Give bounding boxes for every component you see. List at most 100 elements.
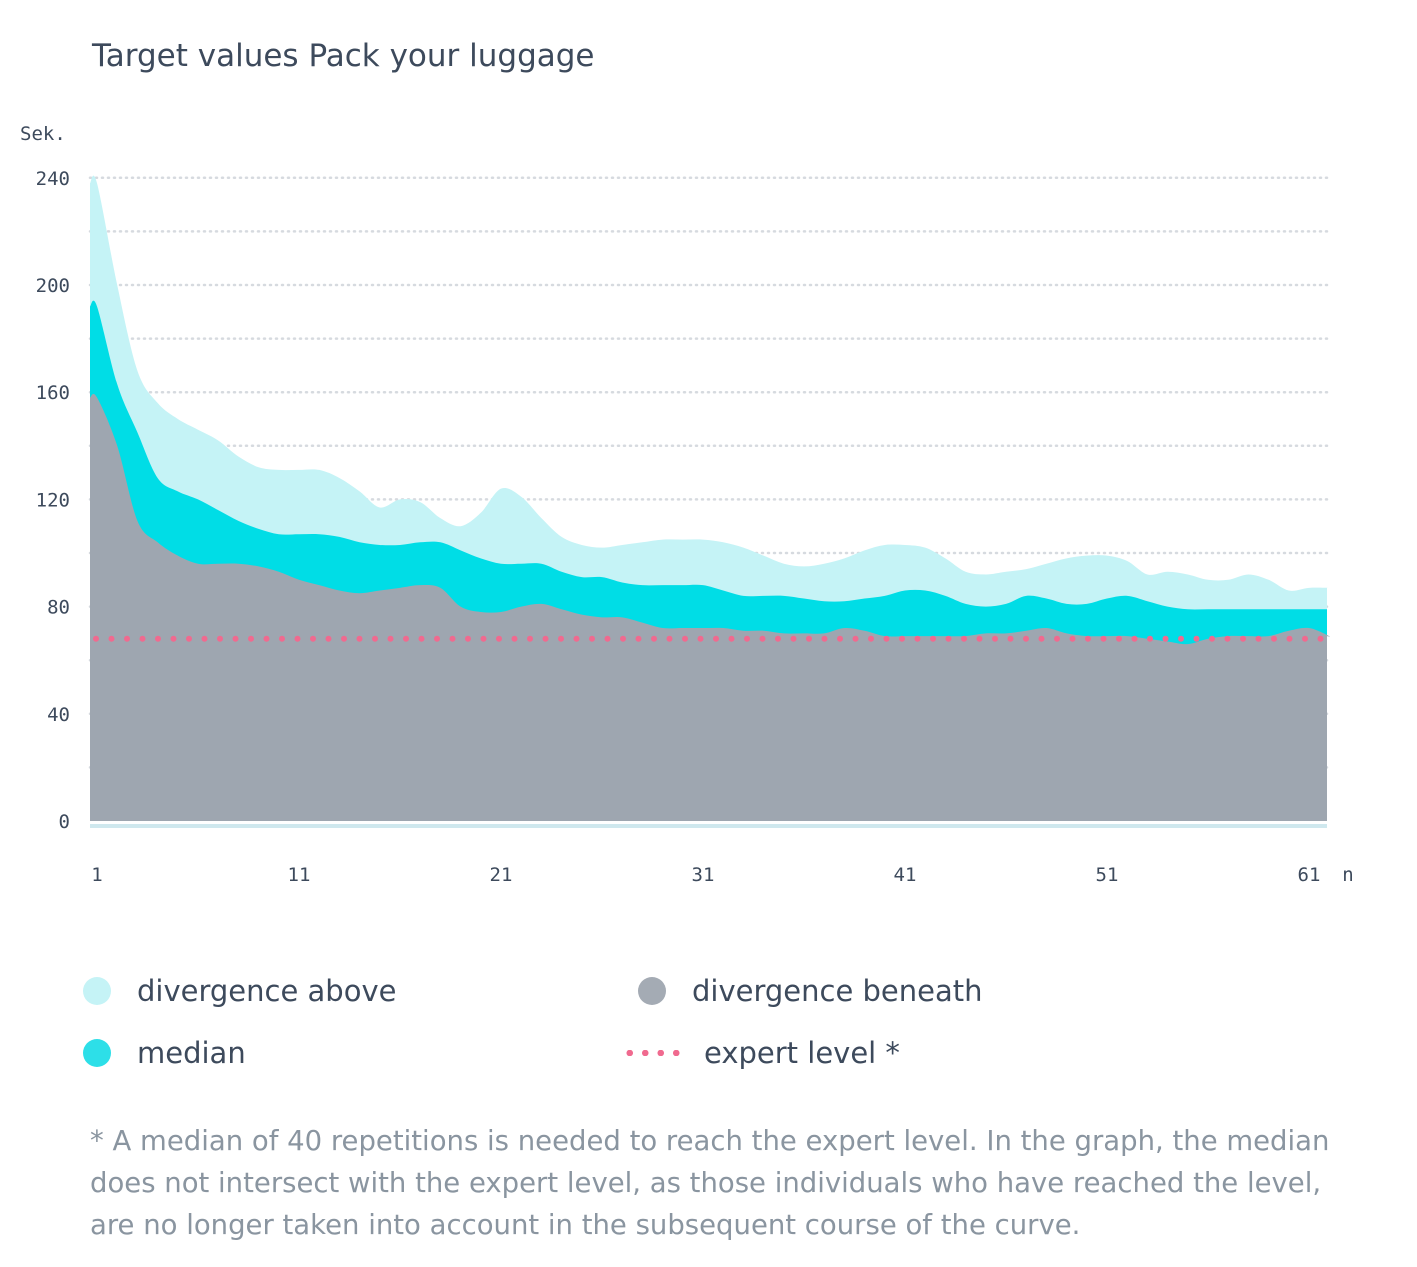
y-tick-label: 160	[36, 382, 70, 404]
expert-level-dot	[775, 635, 781, 642]
legend-label: median	[137, 1036, 246, 1070]
expert-level-dot	[434, 635, 440, 642]
expert-level-dot	[1255, 635, 1262, 642]
expert-level-dot	[651, 635, 657, 642]
expert-level-dot	[1023, 635, 1029, 642]
expert-level-dot	[1085, 635, 1091, 642]
expert-level-dot	[1240, 635, 1246, 642]
expert-level-dot	[1178, 635, 1184, 642]
y-tick-label: 40	[47, 704, 70, 726]
x-tick-label: 1	[91, 864, 102, 886]
expert-level-dot	[573, 635, 580, 642]
expert-level-dot	[961, 635, 967, 642]
x-tick-label: 31	[692, 864, 715, 886]
expert-level-dot	[279, 635, 285, 642]
expert-level-dot	[217, 635, 223, 642]
footnote: * A median of 40 repetitions is needed t…	[90, 1125, 1330, 1241]
x-tick-label: 21	[490, 864, 513, 886]
x-tick-label: 51	[1096, 864, 1119, 886]
expert-level-dot	[1131, 635, 1138, 642]
expert-level-dot	[418, 635, 425, 642]
expert-level-dot	[883, 635, 890, 642]
expert-level-dot	[604, 635, 611, 642]
y-tick-label: 240	[36, 168, 70, 190]
y-tick-label: 0	[59, 811, 70, 833]
expert-level-dot	[790, 635, 797, 642]
expert-level-dot	[1054, 635, 1060, 642]
expert-level-dot	[465, 635, 471, 642]
expert-level-dot	[1286, 635, 1293, 642]
expert-level-dot	[496, 635, 502, 642]
y-tick-label: 200	[36, 275, 70, 297]
expert-level-dot	[341, 635, 347, 642]
expert-level-dot	[1100, 635, 1107, 642]
expert-level-dot	[232, 635, 239, 642]
expert-level-dot	[449, 635, 456, 642]
expert-level-dot	[356, 635, 363, 642]
legend-label: expert level *	[704, 1036, 900, 1070]
expert-level-dot	[1162, 635, 1169, 642]
expert-level-dot	[1147, 635, 1153, 642]
expert-level-dot	[899, 635, 905, 642]
legend-swatch	[83, 977, 111, 1005]
expert-level-dot	[930, 635, 936, 642]
expert-level-dot	[93, 635, 99, 642]
expert-level-dot	[713, 635, 719, 642]
legend-expert-level: expert level *	[622, 1036, 900, 1070]
expert-level-dot	[1193, 635, 1200, 642]
legend-label: divergence above	[137, 974, 397, 1008]
expert-level-dot	[1116, 635, 1122, 642]
expert-level-dot	[992, 635, 998, 642]
expert-level-dot	[697, 635, 704, 642]
expert-level-dot	[372, 635, 378, 642]
expert-level-dot	[914, 635, 921, 642]
x-axis-label: n	[1342, 864, 1353, 886]
expert-level-dot	[1069, 635, 1076, 642]
expert-level-dot	[325, 635, 332, 642]
expert-level-dot	[728, 635, 735, 642]
expert-level-dot	[806, 635, 812, 642]
expert-level-dot	[976, 635, 983, 642]
expert-level-dot	[635, 635, 642, 642]
expert-level-dot	[139, 635, 146, 642]
expert-level-dot	[170, 635, 177, 642]
expert-level-dot	[945, 635, 952, 642]
expert-level-dot	[1317, 635, 1324, 642]
expert-level-dot	[682, 635, 688, 642]
y-tick-label: 80	[47, 597, 70, 619]
expert-level-dot	[1271, 635, 1277, 642]
chart-title: Target values Pack your luggage	[92, 38, 595, 74]
expert-level-dot	[744, 635, 750, 642]
legend-divergence-above: divergence above	[83, 974, 397, 1008]
expert-level-dot	[480, 635, 487, 642]
expert-level-dot	[387, 635, 394, 642]
expert-level-dot	[1224, 635, 1231, 642]
legend-label: divergence beneath	[692, 974, 983, 1008]
expert-level-dot	[868, 635, 874, 642]
expert-level-dot	[511, 635, 518, 642]
x-tick-label: 61	[1298, 864, 1321, 886]
legend-swatch	[638, 977, 666, 1005]
expert-level-dot	[155, 635, 161, 642]
expert-level-dot	[666, 635, 673, 642]
legend-divergence-beneath: divergence beneath	[638, 974, 983, 1008]
expert-level-dot	[108, 635, 115, 642]
y-tick-label: 120	[36, 489, 70, 511]
expert-level-dot	[186, 635, 192, 642]
expert-level-dot	[558, 635, 564, 642]
expert-level-dot	[620, 635, 626, 642]
area-divergence-beneath	[90, 393, 1331, 821]
expert-level-dot	[1038, 635, 1045, 642]
expert-level-dot	[542, 635, 549, 642]
expert-level-dot	[201, 635, 208, 642]
y-axis-label: Sek.	[20, 123, 66, 145]
expert-level-dot	[294, 635, 301, 642]
expert-level-dot	[403, 635, 409, 642]
legend-swatch	[83, 1039, 111, 1067]
expert-level-dot	[759, 635, 766, 642]
expert-level-dot	[1007, 635, 1014, 642]
expert-level-dot	[310, 635, 316, 642]
x-tick-label: 11	[288, 864, 311, 886]
expert-level-dot	[1302, 635, 1308, 642]
expert-level-dot	[248, 635, 254, 642]
